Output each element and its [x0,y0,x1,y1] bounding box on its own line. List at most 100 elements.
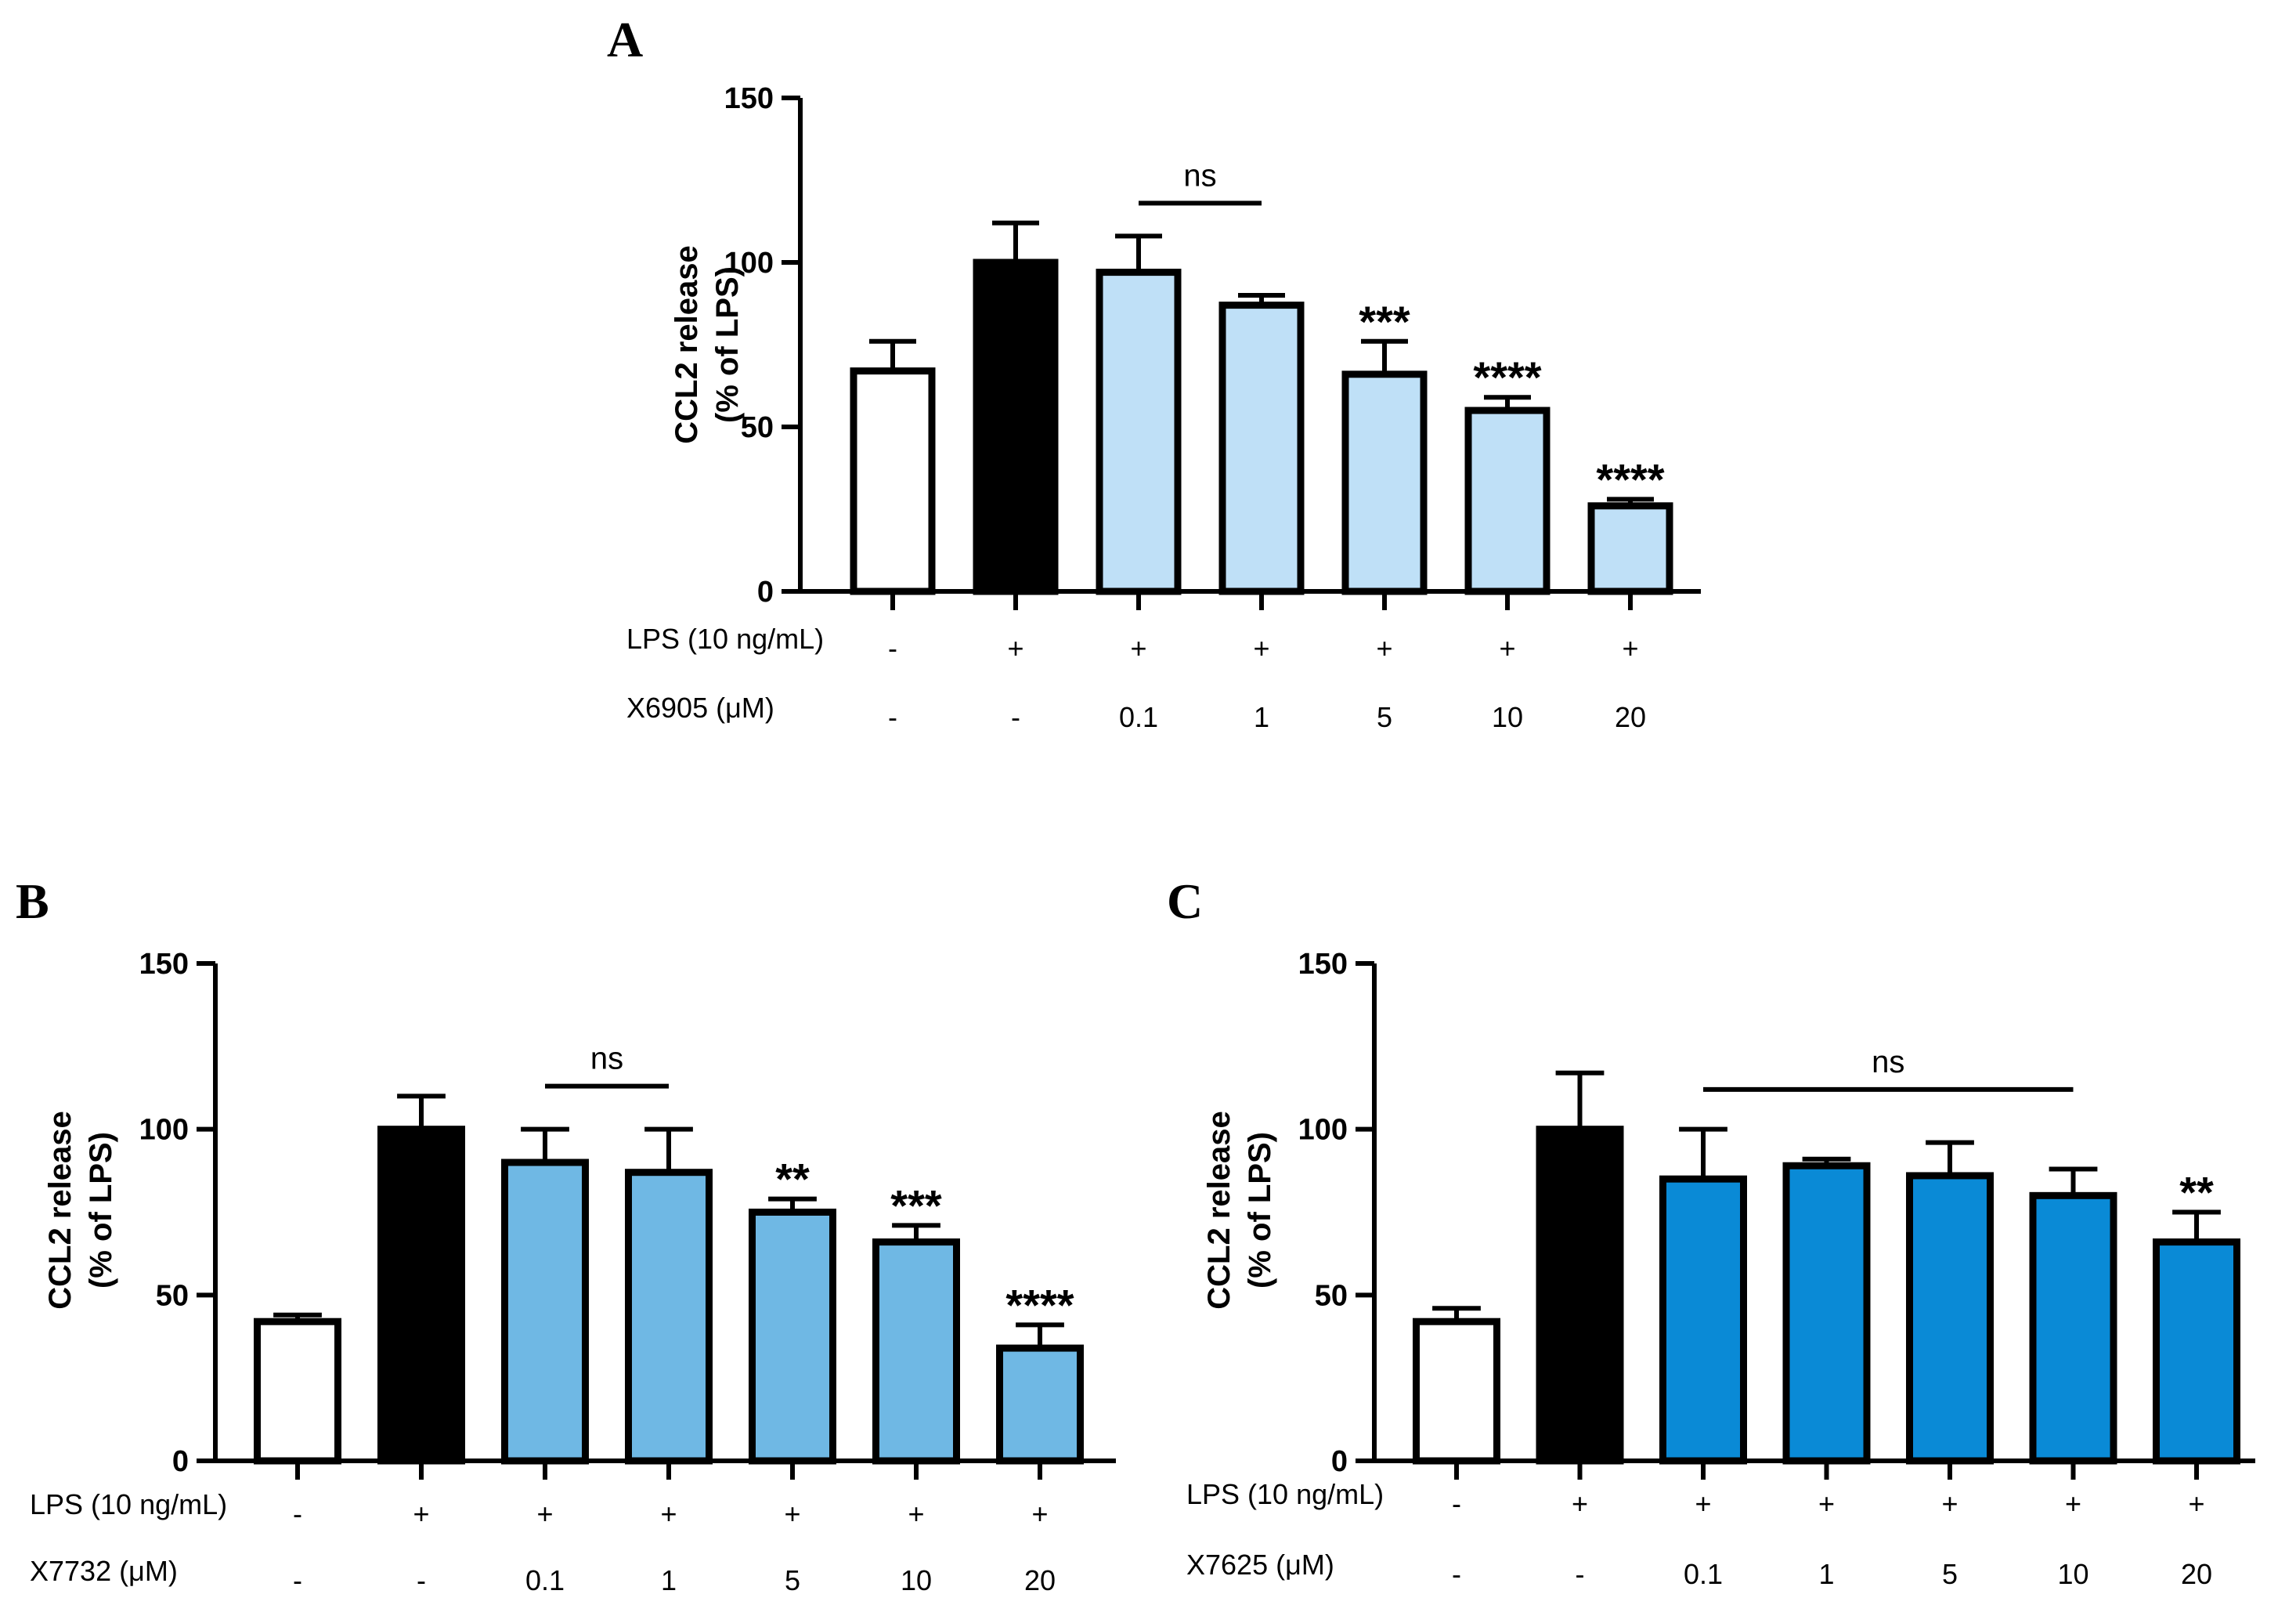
lps-row-label: LPS (10 ng/mL) [1186,1478,1384,1510]
lps-value: + [1499,632,1515,664]
y-axis-label-line: CCL2 release [43,1111,78,1309]
panel-letter: C [1167,873,1203,929]
lps-value: + [1031,1498,1048,1530]
y-axis-label-line: CCL2 release [670,245,704,443]
compound-value: 10 [1492,701,1523,733]
y-tick-label: 100 [1298,1114,1348,1147]
bar [1341,371,1428,595]
significance-label: **** [1005,1280,1074,1329]
lps-value: + [1818,1487,1835,1520]
compound-row-label: X6905 (μM) [626,692,774,724]
lps-value: + [1130,632,1146,664]
y-tick-label: 150 [1298,948,1348,981]
bar [749,1209,836,1465]
significance-label: *** [890,1180,942,1230]
bar [2153,1238,2240,1465]
bar [1906,1172,1994,1465]
lps-value: + [784,1498,800,1530]
significance-label: *** [1359,297,1410,346]
compound-value: 1 [1818,1558,1834,1590]
chart-panel-c: C CCL2 release (% of LPS) 0 50 100 150 - - + - +0.1… [1167,873,2255,1590]
bar [973,258,1059,595]
panel-letter: A [607,12,643,67]
lps-value: + [1622,632,1638,664]
y-axis-label-line: CCL2 release [1202,1111,1236,1309]
y-tick-label: 0 [172,1445,189,1478]
bar [625,1169,713,1465]
y-axis-label-line: (% of LPS) [1243,1132,1277,1289]
chart-panel-b: B CCL2 release (% of LPS) 0 50 100 150 - - + - +0.1… [16,873,1116,1596]
lps-value: - [293,1498,302,1530]
lps-row-label: LPS (10 ng/mL) [626,623,824,655]
bar [872,1238,960,1465]
compound-value: - [1011,701,1020,733]
ns-label: ns [1183,158,1216,193]
significance-label: **** [1473,352,1541,402]
y-axis-label: CCL2 release (% of LPS) [1202,1111,1277,1309]
lps-value: + [1941,1487,1958,1520]
lps-value: + [908,1498,924,1530]
lps-value: + [660,1498,677,1530]
compound-value: - [1576,1558,1585,1590]
lps-value: + [413,1498,429,1530]
compound-value: - [1452,1558,1461,1590]
lps-value: + [2065,1487,2081,1520]
lps-value: + [1695,1487,1711,1520]
compound-value: 10 [2057,1558,2088,1590]
compound-value: 1 [1254,701,1269,733]
compound-value: - [417,1564,426,1596]
bar [1782,1162,1871,1465]
bar [377,1126,465,1465]
bar [1587,502,1673,595]
y-axis-label: CCL2 release (% of LPS) [670,245,745,443]
ns-label: ns [1872,1045,1904,1079]
panel-letter: B [16,873,49,929]
significance-label: ** [2179,1168,2214,1217]
bar [1218,302,1305,595]
compound-value: 20 [1024,1564,1056,1596]
compound-value: 20 [1615,701,1646,733]
compound-row-label: X7625 (μM) [1186,1549,1334,1581]
significance-label: **** [1596,454,1664,504]
bar [1413,1318,1500,1465]
y-tick-label: 0 [1331,1445,1348,1478]
lps-value: + [1253,632,1269,664]
y-tick-label: 100 [139,1114,189,1147]
lps-value: + [1572,1487,1588,1520]
bar [254,1318,341,1465]
lps-value: + [1376,632,1392,664]
compound-value: 20 [2181,1558,2212,1590]
bar [501,1159,589,1465]
compound-value: 0.1 [525,1564,565,1596]
compound-value: 5 [1377,701,1392,733]
y-axis-label: CCL2 release (% of LPS) [43,1111,118,1309]
bar [1464,407,1551,595]
bar [1096,269,1182,595]
y-axis-label-line: (% of LPS) [84,1132,118,1289]
y-tick-label: 100 [724,247,774,280]
significance-label: ** [775,1155,810,1204]
compound-value: - [293,1564,302,1596]
bar [2029,1191,2117,1465]
y-tick-label: 150 [724,82,774,115]
lps-value: - [1452,1487,1461,1520]
y-tick-label: 0 [757,576,774,609]
chart-panel-a: A CCL2 release (% of LPS) 0 50 100 150 - - + - +0.1… [607,12,1701,733]
compound-value: 5 [785,1564,800,1596]
lps-value: + [1007,632,1023,664]
compound-value: 1 [661,1564,677,1596]
lps-value: + [536,1498,553,1530]
bar [1536,1126,1624,1465]
bar [996,1344,1084,1465]
y-axis-label-line: (% of LPS) [710,266,745,423]
compound-value: - [888,701,897,733]
compound-value: 10 [901,1564,932,1596]
ns-label: ns [590,1042,623,1076]
compound-value: 0.1 [1119,701,1158,733]
compound-row-label: X7732 (μM) [30,1555,178,1587]
compound-value: 0.1 [1684,1558,1723,1590]
y-tick-label: 150 [139,948,189,981]
y-tick-label: 50 [1315,1279,1348,1312]
lps-value: - [888,632,897,664]
